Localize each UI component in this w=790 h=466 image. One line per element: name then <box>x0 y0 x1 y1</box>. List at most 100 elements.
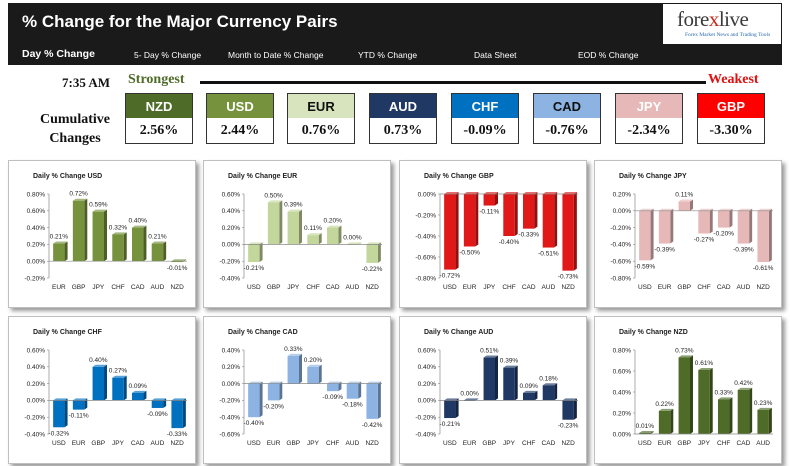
data-label: -0.09% <box>322 394 343 401</box>
x-tick-label: JPY <box>307 440 320 447</box>
bar-top <box>346 381 362 384</box>
bar <box>112 232 127 262</box>
bar-side <box>338 381 342 392</box>
x-tick-label: AUD <box>542 284 556 291</box>
y-tick-label: -0.20% <box>610 225 631 232</box>
x-tick-label: AUD <box>346 440 360 447</box>
bar-chart: Daily % Change EUR -0.40% -0.20% 0.00% 0.20%… <box>219 173 382 291</box>
logo-wordmark: forexlive <box>677 7 749 32</box>
chart-panel: Daily % Change EUR -0.40% -0.20% 0.00% 0.20%… <box>203 160 391 308</box>
x-tick-label: CAD <box>131 440 145 447</box>
bar <box>737 208 753 244</box>
bar-front <box>53 400 65 428</box>
bar <box>503 192 518 236</box>
bar-front <box>483 194 496 206</box>
y-tick-label: -0.40% <box>24 431 45 438</box>
bar-side <box>299 353 303 384</box>
bar-side <box>318 233 322 245</box>
bar-top <box>717 208 733 211</box>
y-tick-label: 0.60% <box>418 347 437 354</box>
bar-front <box>444 400 456 419</box>
data-label: -0.09% <box>147 411 168 418</box>
data-label: -0.18% <box>342 402 363 409</box>
x-tick-label: CHF <box>326 440 339 447</box>
nav-5day-change[interactable]: 5- Day % Change <box>134 50 202 60</box>
y-tick-label: 0.40% <box>27 225 46 232</box>
x-tick-label: USD <box>638 440 652 447</box>
nav-eod-change[interactable]: EOD % Change <box>578 50 639 60</box>
y-tick-label: 0.00% <box>613 208 632 215</box>
data-label: -0.40% <box>499 239 520 246</box>
data-label: 0.00% <box>460 390 479 397</box>
bar-top <box>522 390 538 393</box>
bar-front <box>92 366 105 401</box>
bar-side <box>650 208 654 261</box>
nav-month-to-date[interactable]: Month to Date % Change <box>228 50 324 60</box>
x-tick-label: EUR <box>463 284 477 291</box>
bar-top <box>483 192 499 194</box>
cumulative-label-line1: Cumulative <box>40 112 110 127</box>
bar-side <box>554 192 558 248</box>
nav-ytd-change[interactable]: YTD % Change <box>358 50 418 60</box>
bar-front <box>639 432 651 434</box>
bar-front <box>522 392 535 401</box>
bar-chart: Daily % Change NZD 0.00% 0.20% 0.40% 0.60% 0.… <box>613 329 773 447</box>
bar-front <box>639 210 651 261</box>
bar-front <box>307 235 319 245</box>
x-tick-label: CHF <box>697 284 710 291</box>
y-tick-label: 0.20% <box>222 364 241 371</box>
data-label: 0.18% <box>539 375 558 382</box>
y-tick-label: -0.20% <box>219 398 240 405</box>
bar <box>678 199 694 211</box>
bar-side <box>495 355 499 401</box>
currency-box-gbp: GBP -3.30% <box>697 93 765 144</box>
bar-side <box>709 208 713 234</box>
bar-top <box>698 208 713 211</box>
data-label: 0.50% <box>264 192 283 199</box>
currency-cumulative-value: -3.30% <box>709 123 753 138</box>
bar-front <box>503 194 515 236</box>
bar-side <box>455 192 459 270</box>
bar <box>346 381 362 399</box>
nav-data-sheet[interactable]: Data Sheet <box>474 50 517 60</box>
bar <box>503 365 518 401</box>
data-label: 0.23% <box>754 400 773 407</box>
bar-top <box>717 397 733 400</box>
cumulative-changes-label: Cumulative Changes <box>40 110 110 148</box>
x-tick-label: NZD <box>365 284 379 291</box>
currency-box-nzd: NZD 2.56% <box>125 93 193 144</box>
chart-title: Daily % Change CHF <box>33 329 103 336</box>
y-tick-label: -0.60% <box>219 431 240 438</box>
bar-top <box>562 192 577 194</box>
bar-side <box>670 408 674 434</box>
nav-day-change[interactable]: Day % Change <box>22 48 95 60</box>
bar-side <box>104 364 108 401</box>
bar-chart: Daily % Change JPY -0.80% -0.60% -0.40% -0.2… <box>610 173 773 291</box>
currency-box-eur: EUR 0.76% <box>287 93 355 144</box>
bar-top <box>326 225 342 228</box>
bar <box>112 375 127 401</box>
bar <box>248 242 263 263</box>
x-tick-label: USD <box>52 440 66 447</box>
data-label: -0.11% <box>479 209 499 216</box>
chart-title: Daily % Change GBP <box>424 173 494 180</box>
data-label: 0.22% <box>655 401 674 408</box>
x-tick-label: EUR <box>72 440 86 447</box>
bar-front <box>698 210 710 234</box>
bar-front <box>522 194 535 229</box>
bar-top <box>658 408 674 411</box>
bar-front <box>72 400 85 410</box>
x-tick-label: NZD <box>756 284 770 291</box>
bar-side <box>143 390 147 401</box>
y-tick-label: -0.40% <box>219 415 240 422</box>
forexlive-logo[interactable]: forexlive Forex Market News and Trading … <box>662 3 782 45</box>
data-label: -0.73% <box>558 274 579 281</box>
currency-cumulative-value: 2.44% <box>220 123 260 138</box>
bar-top <box>171 259 186 262</box>
chart-title: Daily % Change CAD <box>228 329 298 336</box>
bar-side <box>279 200 283 245</box>
chart-title: Daily % Change EUR <box>228 173 297 180</box>
y-tick-label: 0.00% <box>613 431 632 438</box>
bar-front <box>678 201 691 211</box>
bar <box>542 192 558 248</box>
